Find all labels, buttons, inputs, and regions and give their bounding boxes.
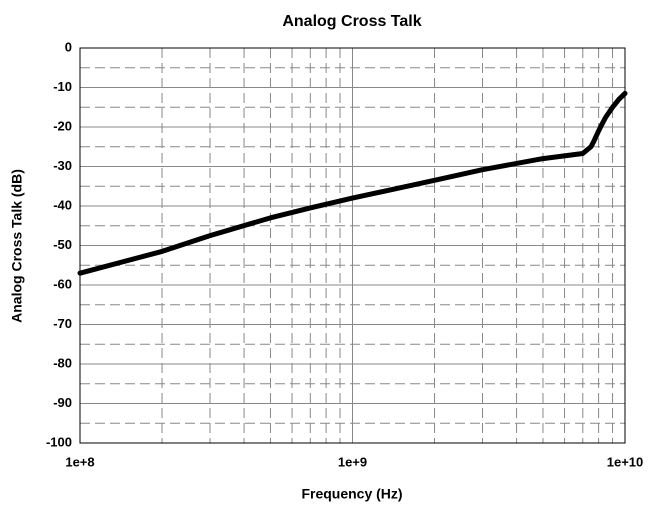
- x-tick-label: 1e+9: [338, 454, 367, 469]
- plot-frame: [79, 47, 626, 444]
- line-series: [77, 90, 628, 276]
- x-tick-label: 1e+10: [607, 454, 644, 469]
- y-tick-label: -90: [53, 395, 72, 410]
- y-axis-label: Analog Cross Talk (dB): [9, 169, 25, 323]
- chart-title: Analog Cross Talk: [282, 13, 421, 30]
- y-tick-label: -100: [46, 434, 72, 449]
- x-tick-label: 1e+8: [65, 454, 94, 469]
- y-tick-label: -60: [53, 276, 72, 291]
- x-axis-label: Frequency (Hz): [301, 486, 402, 502]
- y-tick-label: -70: [53, 316, 72, 331]
- y-tick-label: -50: [53, 237, 72, 252]
- y-tick-label: 0: [65, 39, 72, 54]
- y-tick-label: -10: [53, 79, 72, 94]
- y-tick-label: -20: [53, 118, 72, 133]
- y-tick-label: -40: [53, 197, 72, 212]
- y-tick-label: -80: [53, 355, 72, 370]
- y-tick-label: -30: [53, 158, 72, 173]
